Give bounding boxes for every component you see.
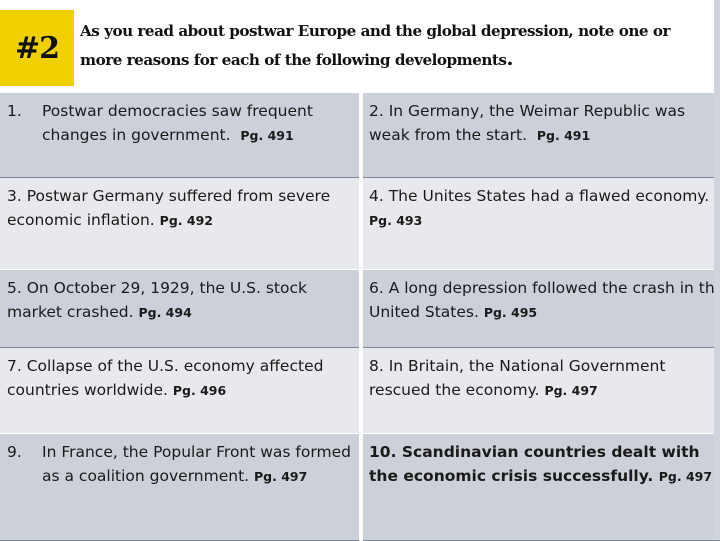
table-row: 1. Postwar democracies saw frequent chan… [0,93,720,178]
item-description: 5. On October 29, 1929, the U.S. stock m… [7,278,307,321]
page-reference: Pg. 497 [658,468,713,484]
item-description: In France, the Popular Front was formed … [42,442,351,485]
instruction-text: As you read about postwar Europe and the… [80,18,680,74]
developments-table: 1. Postwar democracies saw frequent chan… [0,93,720,541]
table-row: 3. Postwar Germany suffered from severe … [0,177,720,270]
item-cell-2: 2. In Germany, the Weimar Republic was w… [361,93,720,178]
item-cell-9: 9. In France, the Popular Front was form… [0,433,363,541]
badge-label: #2 [14,30,60,66]
item-cell-4: 4. The Unites States had a flawed econom… [361,177,720,270]
item-description: 2. In Germany, the Weimar Republic was w… [369,102,686,144]
page-reference: Pg. 491 [536,128,591,143]
item-description: 10. Scandinavian countries dealt with th… [369,442,700,485]
page-reference: Pg. 497 [254,468,308,484]
instruction-period: . [506,46,513,70]
table-row: 5. On October 29, 1929, the U.S. stock m… [0,269,720,348]
item-description: 4. The Unites States had a flawed econom… [369,186,710,205]
item-description: 6. A long depression followed the crash … [369,278,720,321]
slide-number-badge: #2 [0,10,74,86]
table-row: 9. In France, the Popular Front was form… [0,433,720,541]
item-cell-7: 7. Collapse of the U.S. economy affected… [0,347,363,434]
page-reference: Pg. 493 [369,212,423,228]
item-cell-8: 8. In Britain, the National Government r… [361,347,720,434]
item-cell-1: 1. Postwar democracies saw frequent chan… [0,93,363,178]
item-number: 1. [7,102,22,120]
page-reference: Pg. 497 [544,382,598,398]
item-cell-3: 3. Postwar Germany suffered from severe … [0,177,363,270]
page-reference: Pg. 494 [138,304,192,320]
item-description: 7. Collapse of the U.S. economy affected… [7,356,324,399]
item-text: Postwar democracies saw frequent changes… [42,99,353,148]
page-reference: Pg. 492 [159,212,213,228]
item-description: 3. Postwar Germany suffered from severe … [7,186,331,229]
table-row: 7. Collapse of the U.S. economy affected… [0,347,720,434]
page-reference: Pg. 496 [172,382,227,398]
item-cell-6: 6. A long depression followed the crash … [361,269,720,348]
item-1: 1. Postwar democracies saw frequent chan… [7,99,353,148]
page-reference: Pg. 491 [240,128,294,143]
item-cell-5: 5. On October 29, 1929, the U.S. stock m… [0,269,363,348]
item-description: Postwar democracies saw frequent changes… [42,102,313,144]
item-description: 8. In Britain, the National Government r… [369,356,666,399]
item-text: In France, the Popular Front was formed … [42,440,353,489]
item-cell-10: 10. Scandinavian countries dealt with th… [361,433,720,541]
slide-edge [714,0,720,540]
instruction-body: As you read about postwar Europe and the… [80,22,671,69]
page-reference: Pg. 495 [483,304,538,320]
item-number: 9. [7,442,22,461]
item-9: 9. In France, the Popular Front was form… [7,440,353,489]
